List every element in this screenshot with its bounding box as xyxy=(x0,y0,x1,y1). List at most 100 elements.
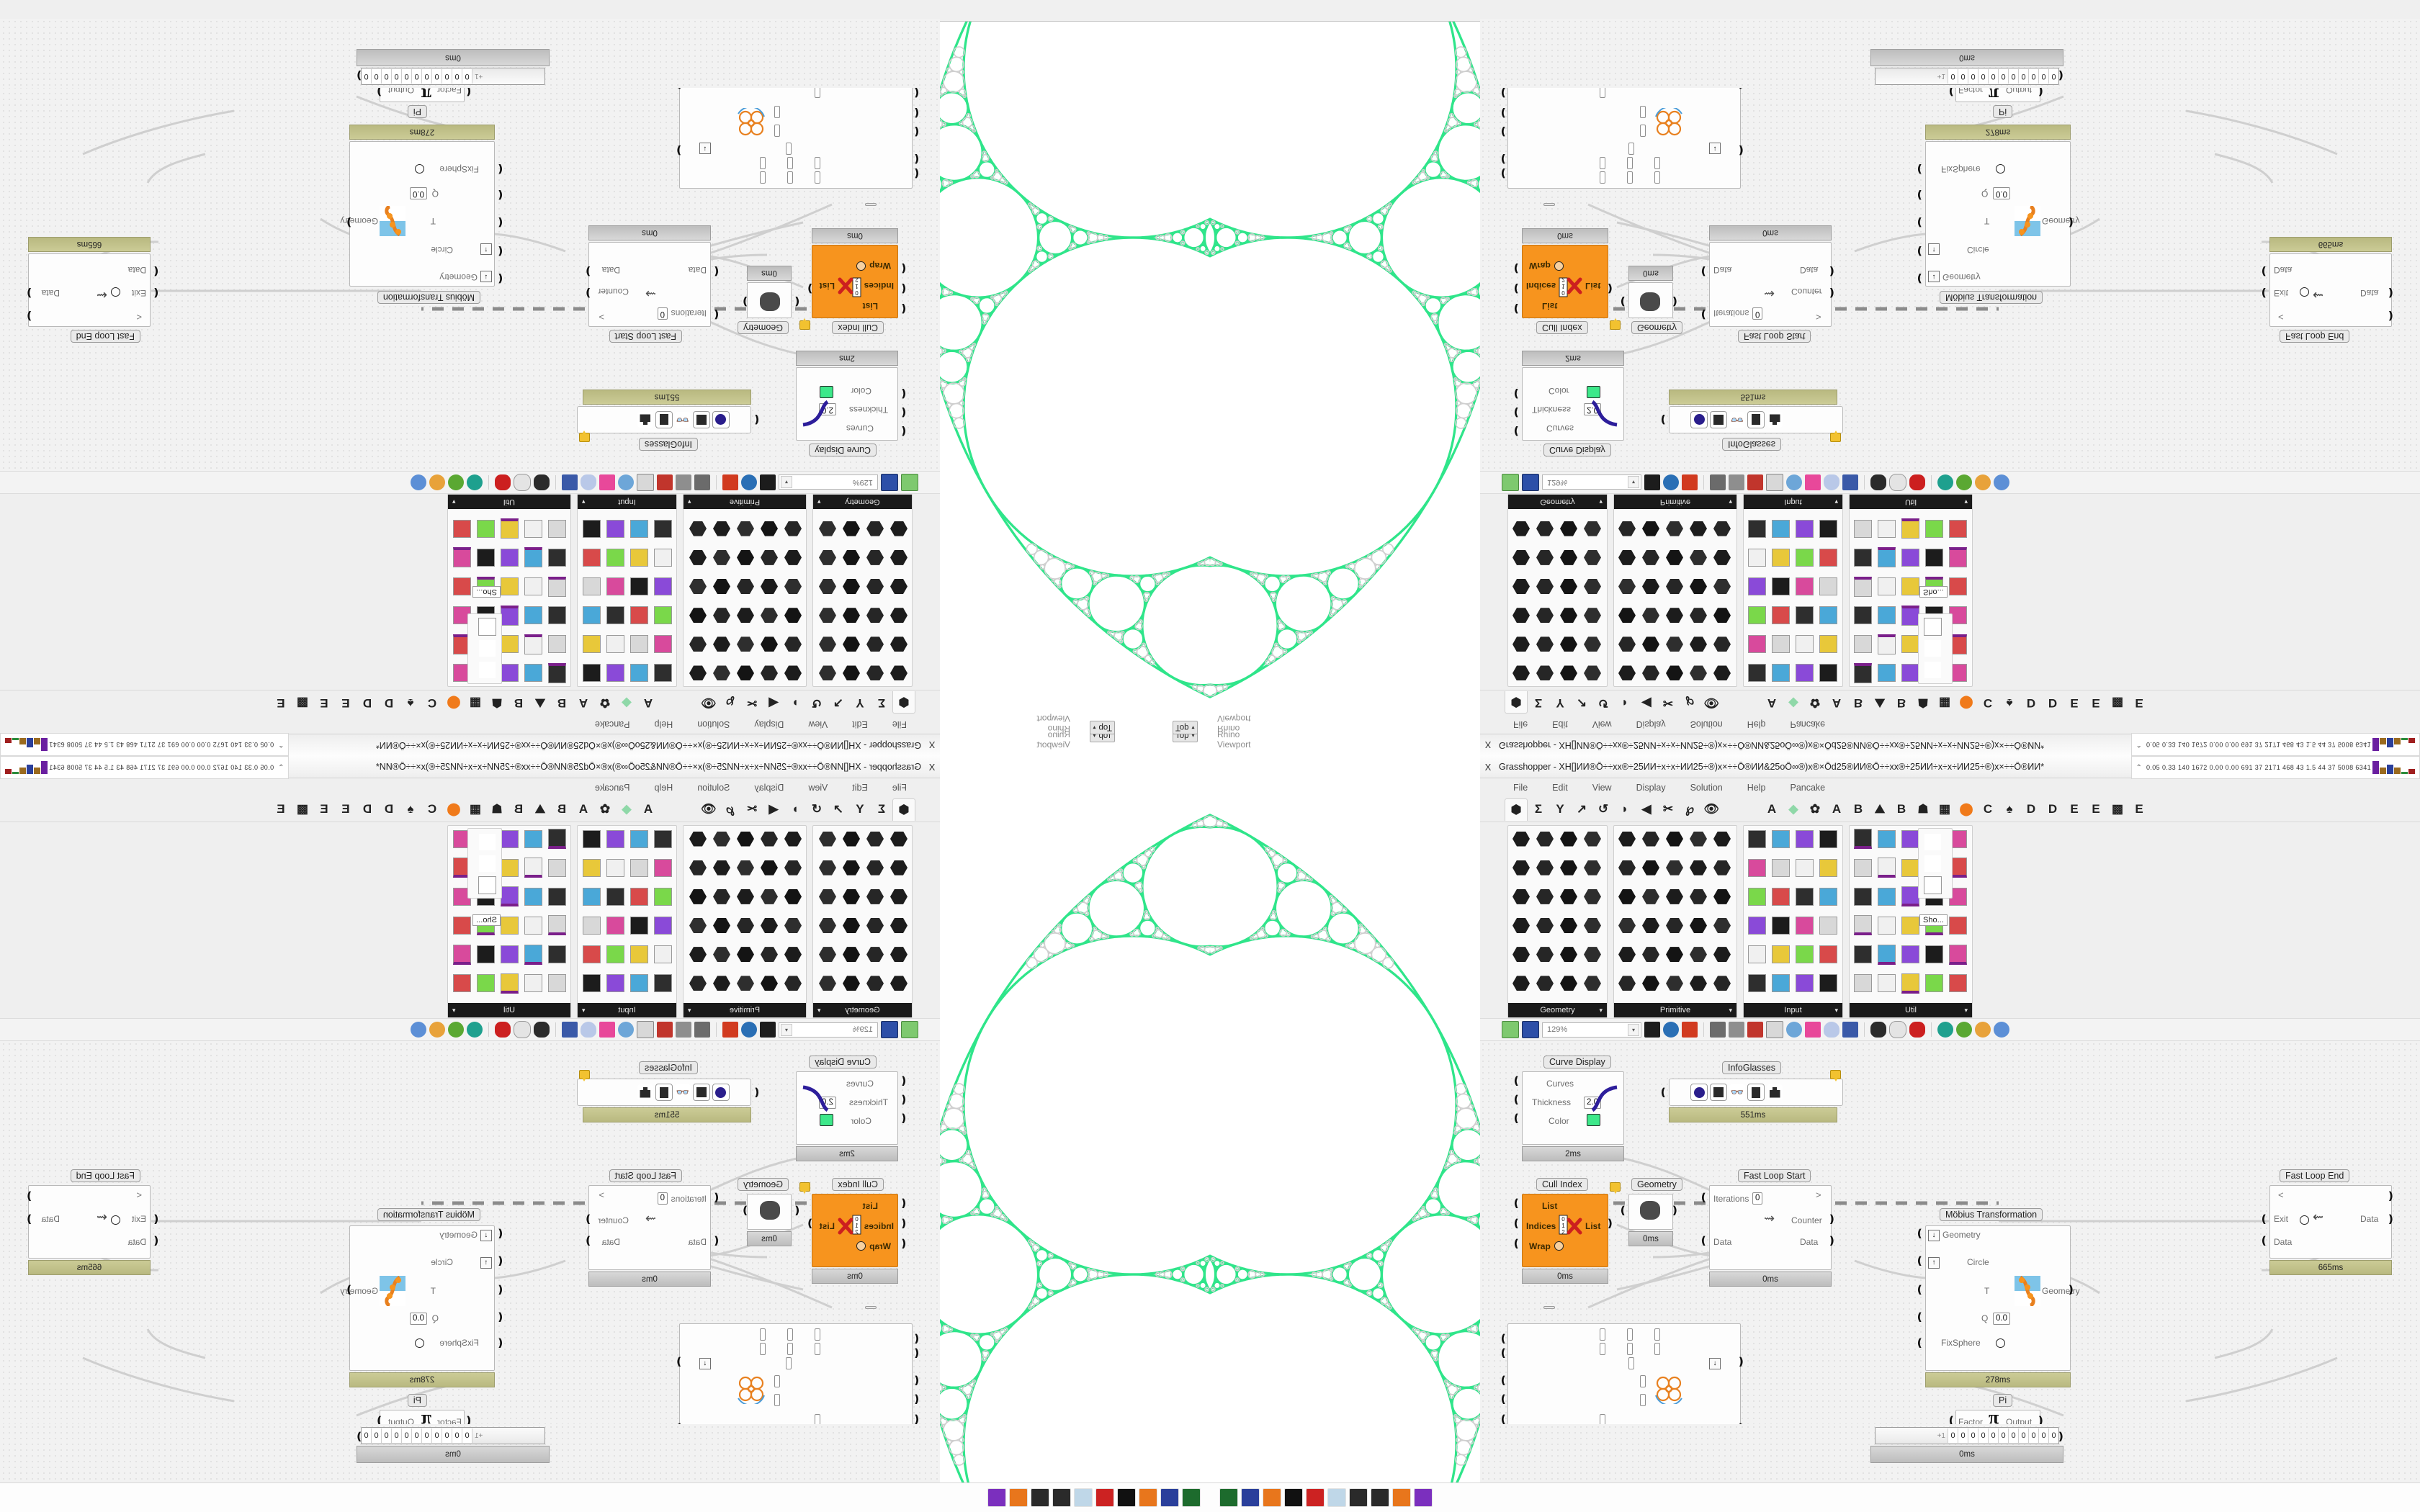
render-orange-icon[interactable] xyxy=(429,474,445,490)
ribbon-component-icon[interactable] xyxy=(1582,857,1603,878)
render-green-icon[interactable] xyxy=(1956,1022,1972,1038)
ribbon-component-icon[interactable] xyxy=(1616,634,1638,655)
menu-item-pancake[interactable]: Pancake xyxy=(1790,719,1826,729)
fixsphere-toggle[interactable] xyxy=(1996,164,2005,174)
tab-a2[interactable]: A xyxy=(578,802,588,816)
ribbon-component-icon[interactable] xyxy=(1640,634,1662,655)
tab-d1[interactable]: D xyxy=(2026,802,2036,816)
pin-icon[interactable] xyxy=(799,1182,810,1192)
component-title[interactable]: Geometry xyxy=(1631,1178,1682,1191)
menu-item-solution[interactable]: Solution xyxy=(697,783,730,793)
tab-dots[interactable]: ▩ xyxy=(2111,802,2124,816)
panel-caption[interactable]: Geometry ▾ xyxy=(813,1003,912,1017)
ribbon-component-icon[interactable] xyxy=(782,857,804,878)
ribbon-component-icon[interactable] xyxy=(1876,605,1897,626)
ribbon-component-icon[interactable] xyxy=(1510,576,1532,598)
tab-b2[interactable]: B xyxy=(514,696,524,710)
ribbon-component-icon[interactable] xyxy=(1558,973,1579,994)
c-z-value[interactable] xyxy=(760,171,766,184)
ribbon-component-icon[interactable] xyxy=(1711,518,1733,539)
cluster-icon[interactable] xyxy=(694,474,710,490)
ribbon-component-icon[interactable] xyxy=(1558,914,1579,936)
component-title[interactable]: Cull Index xyxy=(1536,321,1588,334)
ribbon-component-icon[interactable] xyxy=(653,662,674,684)
taskbar-icon[interactable] xyxy=(987,1488,1006,1507)
ribbon-component-icon[interactable] xyxy=(581,857,603,878)
ribbon-component-icon[interactable] xyxy=(1817,828,1839,850)
ribbon-component-icon[interactable] xyxy=(629,634,650,655)
ribbon-component-icon[interactable] xyxy=(735,944,756,966)
scroller-digit[interactable]: 0 xyxy=(2008,69,2018,84)
scroller-digit[interactable]: 0 xyxy=(1958,1428,1968,1443)
ribbon-component-icon[interactable] xyxy=(1793,857,1815,878)
ribbon-component-icon[interactable] xyxy=(841,576,862,598)
ribbon-component-icon[interactable] xyxy=(1899,828,1921,850)
tab-c[interactable]: C xyxy=(1983,696,1993,710)
ribbon-component-icon[interactable] xyxy=(605,944,627,966)
save-icon[interactable] xyxy=(881,474,898,491)
tab-a2[interactable]: A xyxy=(1832,696,1842,710)
ribbon-component-icon[interactable] xyxy=(1770,605,1791,626)
ribbon-component-icon[interactable] xyxy=(1664,576,1685,598)
tab-e3[interactable]: E xyxy=(2135,802,2143,816)
ribbon-component-icon[interactable] xyxy=(1664,546,1685,568)
component-title[interactable]: Pi xyxy=(1993,1394,2013,1407)
ribbon-component-icon[interactable] xyxy=(1852,605,1873,626)
component-title[interactable]: Pi xyxy=(407,105,427,118)
component-title[interactable] xyxy=(1543,203,1555,206)
ribbon-component-icon[interactable] xyxy=(499,518,521,539)
ribbon-component-icon[interactable] xyxy=(653,518,674,539)
ribbon-component-icon[interactable] xyxy=(1640,518,1662,539)
ribbon-component-icon[interactable] xyxy=(735,634,756,655)
close-left-icon[interactable]: X xyxy=(1484,739,1492,751)
ribbon-component-icon[interactable] xyxy=(1852,914,1873,936)
ribbon-component-icon[interactable] xyxy=(735,973,756,994)
wrap-toggle[interactable] xyxy=(856,261,866,271)
zoom-extents-icon[interactable] xyxy=(1644,474,1660,490)
ribbon-component-icon[interactable] xyxy=(1770,973,1791,994)
ribbon-component-icon[interactable] xyxy=(1876,944,1897,966)
ribbon-component-icon[interactable] xyxy=(605,634,627,655)
ribbon-component-icon[interactable] xyxy=(1793,886,1815,907)
ribbon-component-icon[interactable] xyxy=(1711,886,1733,907)
tab-params[interactable]: ⬢ xyxy=(892,798,915,821)
ribbon-component-icon[interactable] xyxy=(653,857,674,878)
ribbon-component-icon[interactable] xyxy=(1711,546,1733,568)
open-file-icon[interactable] xyxy=(1502,1021,1519,1038)
component-title[interactable] xyxy=(865,203,877,206)
ribbon-component-icon[interactable] xyxy=(1616,973,1638,994)
number-of-circles-value[interactable] xyxy=(774,1375,780,1387)
render-teal-icon[interactable] xyxy=(1937,474,1953,490)
ribbon-component-icon[interactable] xyxy=(1582,518,1603,539)
ribbon-component-icon[interactable] xyxy=(1616,576,1638,598)
component-body[interactable] xyxy=(2269,1185,2392,1259)
ribbon-component-icon[interactable] xyxy=(1688,944,1709,966)
tab-maths[interactable]: Σ xyxy=(877,802,886,816)
ribbon-component-icon[interactable] xyxy=(653,944,674,966)
tab-shield[interactable]: ☗ xyxy=(491,696,503,710)
bake-icon[interactable] xyxy=(722,474,738,490)
render-teal-icon[interactable] xyxy=(467,474,483,490)
ribbon-component-icon[interactable] xyxy=(1582,576,1603,598)
ribbon-component-icon[interactable] xyxy=(475,518,497,539)
profiler-icon[interactable] xyxy=(676,1022,691,1038)
scroller-digit[interactable]: 0 xyxy=(372,1428,382,1443)
ribbon-component-icon[interactable] xyxy=(1664,662,1685,684)
balloon-icon[interactable] xyxy=(581,474,596,490)
ribbon-component-icon[interactable] xyxy=(687,886,709,907)
tab-flower[interactable]: ✿ xyxy=(1809,802,1821,816)
ribbon-component-icon[interactable] xyxy=(841,662,862,684)
scroller-digit[interactable]: 0 xyxy=(1988,69,1998,84)
ribbon-component-icon[interactable] xyxy=(1664,944,1685,966)
ribbon-component-icon[interactable] xyxy=(817,973,838,994)
ribbon-component-icon[interactable] xyxy=(1852,634,1873,655)
zoom-extents-icon[interactable] xyxy=(760,474,776,490)
ribbon-component-icon[interactable] xyxy=(629,944,650,966)
ribbon-component-icon[interactable] xyxy=(841,857,862,878)
ribbon-component-icon[interactable] xyxy=(1817,518,1839,539)
ribbon-component-icon[interactable] xyxy=(1793,634,1815,655)
ribbon-component-icon[interactable] xyxy=(499,546,521,568)
ribbon-component-icon[interactable] xyxy=(1770,546,1791,568)
scribble-icon[interactable] xyxy=(562,474,578,490)
tab-e2[interactable]: E xyxy=(320,802,328,816)
